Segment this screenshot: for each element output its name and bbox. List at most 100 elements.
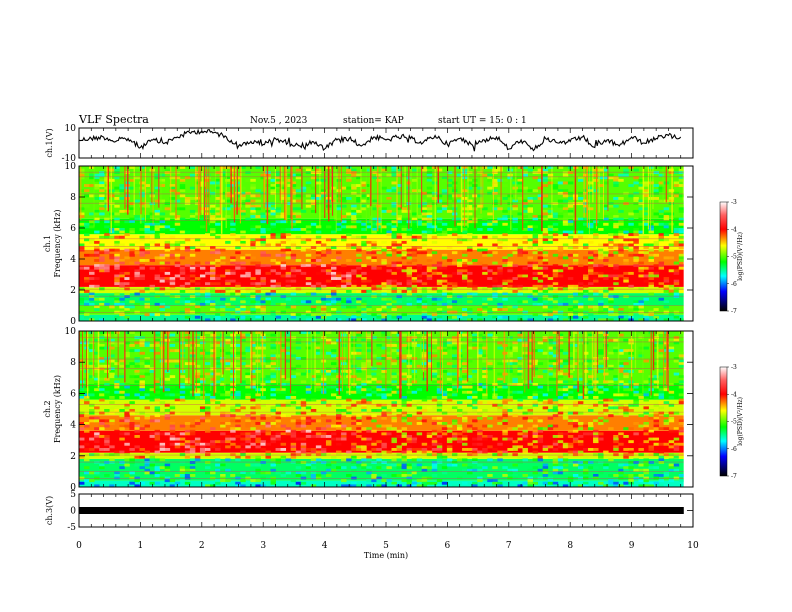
ch1-spec-cell bbox=[154, 225, 161, 229]
ch1-spec-cell bbox=[371, 217, 377, 221]
ch1-spec-cell bbox=[260, 297, 266, 301]
ch2-spec-cell bbox=[451, 385, 458, 389]
ch1-spec-cell bbox=[320, 297, 327, 301]
ch2-spec-cell bbox=[492, 479, 498, 483]
ch2-spec-cell bbox=[215, 336, 221, 340]
ch1-spec-cell bbox=[109, 253, 115, 257]
ch1-spec-cell bbox=[215, 300, 221, 304]
ch1-spec-cell bbox=[159, 184, 166, 187]
ch1-spec-cell bbox=[346, 274, 352, 278]
ch2-spec-cell bbox=[240, 437, 246, 441]
ch2-spec-cell bbox=[139, 351, 145, 355]
ch1-spec-cell bbox=[562, 284, 569, 288]
ch2-spec-cell bbox=[436, 450, 443, 454]
ch1-spec-cell bbox=[436, 297, 443, 301]
ch2-spec-cell bbox=[401, 333, 407, 337]
ch2-spec-cell bbox=[245, 372, 251, 376]
ch1-spec-cell bbox=[522, 228, 528, 231]
ch1-spec-cell bbox=[467, 300, 473, 304]
ch2-spec-cell bbox=[99, 422, 105, 425]
ch1-spec-cell bbox=[552, 222, 559, 226]
ch2-spec-cell bbox=[356, 435, 362, 438]
ch1-spec-cell bbox=[381, 166, 387, 169]
ch2-spec-cell bbox=[487, 416, 493, 420]
ch2-spec-cell bbox=[280, 432, 287, 436]
ch1-spec-cell bbox=[456, 264, 463, 268]
ch2-spec-cell bbox=[315, 370, 322, 373]
ch2-spec-cell bbox=[497, 396, 503, 399]
ch1-spec-cell bbox=[204, 176, 211, 180]
ch1-spec-cell bbox=[562, 233, 569, 237]
ch1-spec-cell bbox=[451, 261, 458, 265]
ch1-spec-cell bbox=[169, 171, 176, 175]
ch2-spec-cell bbox=[164, 416, 171, 420]
ch2-spec-cell bbox=[401, 474, 407, 477]
ch1-spec-cell bbox=[275, 302, 281, 306]
ch2-spec-cell bbox=[134, 372, 140, 376]
ch1-spec-cell bbox=[330, 300, 337, 304]
ch2-spec-cell bbox=[537, 429, 544, 433]
ch1-spec-cell bbox=[532, 284, 539, 288]
ch1-spec-cell bbox=[562, 287, 569, 291]
ch2-spec-cell bbox=[421, 351, 428, 355]
ch1-spec-cell bbox=[552, 271, 559, 275]
ch1-spec-cell bbox=[658, 186, 665, 190]
ch1-spec-cell bbox=[169, 184, 176, 187]
ch1-spec-cell bbox=[542, 204, 549, 208]
ch2-spec-cell bbox=[280, 414, 287, 418]
ch1-spec-cell bbox=[361, 302, 367, 306]
ch2-spec-cell bbox=[472, 390, 478, 394]
ch1-spec-cell bbox=[648, 220, 654, 224]
ch2-spec-cell bbox=[507, 409, 513, 412]
ch2-spec-cell bbox=[194, 388, 201, 392]
ch1-spec-cell bbox=[487, 173, 493, 177]
ch1-spec-cell bbox=[174, 240, 181, 244]
ch1-spec-cell bbox=[240, 186, 246, 190]
ch1-spec-cell bbox=[124, 295, 130, 299]
ch1-spec-cell bbox=[144, 302, 150, 306]
ch1-spec-cell bbox=[109, 235, 115, 239]
ch1-spec-cell bbox=[603, 207, 609, 211]
ch1-spec-cell bbox=[441, 256, 448, 260]
ch1-spec-cell bbox=[431, 240, 438, 244]
ch1-spec-cell bbox=[366, 197, 372, 200]
ch1-spec-cell bbox=[547, 284, 554, 288]
ch2-spec-cell bbox=[421, 372, 428, 376]
ch2-spec-cell bbox=[179, 471, 186, 475]
ch1-spec-cell bbox=[628, 305, 634, 309]
y-tick-label: 4 bbox=[70, 255, 76, 265]
ch1-spec-cell bbox=[330, 266, 337, 270]
ch1-spec-cell bbox=[215, 259, 221, 262]
ch1-spec-cell bbox=[673, 282, 680, 286]
ch2-spec-cell bbox=[199, 344, 206, 347]
ch1-spec-cell bbox=[582, 191, 589, 195]
ch1-spec-cell bbox=[638, 178, 644, 182]
ch2-spec-cell bbox=[275, 390, 281, 394]
ch1-spec-cell bbox=[189, 266, 196, 270]
ch1-spec-cell bbox=[482, 302, 488, 306]
ch1-spec-cell bbox=[557, 215, 564, 218]
ch1-spec-cell bbox=[532, 287, 539, 291]
ch1-spec-cell bbox=[446, 292, 453, 296]
ch1-spec-cell bbox=[235, 292, 241, 296]
ch1-spec-cell bbox=[346, 300, 352, 304]
ch2-spec-cell bbox=[351, 466, 357, 470]
ch2-spec-cell bbox=[204, 414, 211, 418]
ch2-spec-cell bbox=[270, 463, 276, 467]
ch1-spec-cell bbox=[361, 243, 367, 247]
ch1-spec-cell bbox=[492, 191, 498, 195]
ch2-spec-cell bbox=[330, 354, 337, 358]
ch1-spec-cell bbox=[678, 253, 685, 257]
ch2-spec-cell bbox=[376, 409, 382, 412]
ch1-spec-cell bbox=[547, 318, 554, 321]
ch1-spec-cell bbox=[225, 279, 231, 283]
ch1-spec-cell bbox=[678, 194, 685, 198]
ch2-spec-cell bbox=[547, 336, 554, 340]
ch2-spec-cell bbox=[114, 375, 120, 379]
ch2-spec-cell bbox=[235, 336, 241, 340]
ch2-spec-cell bbox=[522, 406, 528, 410]
ch2-spec-cell bbox=[325, 468, 332, 472]
ch2-spec-cell bbox=[194, 364, 201, 368]
ch2-spec-cell bbox=[492, 383, 498, 386]
ch2-spec-cell bbox=[210, 455, 216, 459]
